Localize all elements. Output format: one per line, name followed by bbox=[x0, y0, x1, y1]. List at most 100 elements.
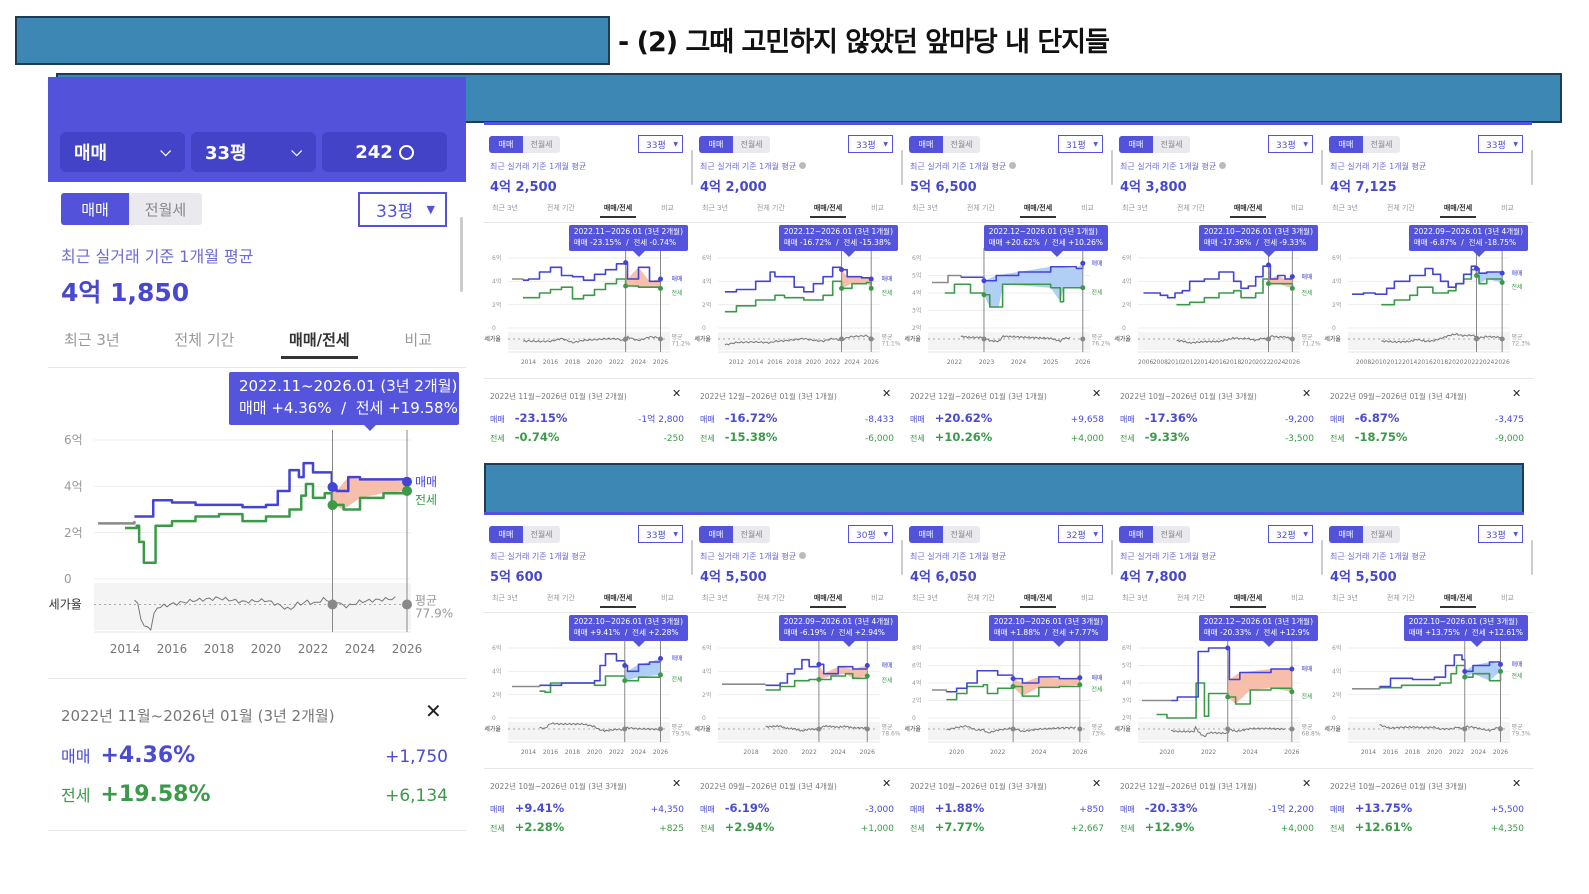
tab-all-period[interactable]: 전체 기간 bbox=[546, 594, 575, 602]
tab-compare[interactable]: 비교 bbox=[1081, 204, 1094, 212]
close-icon[interactable]: ✕ bbox=[1092, 387, 1102, 400]
price-chart[interactable]: 2억 3억 4억 5억 6억전세가율 2020 2022 2024 2026 매매전세평균68.8… bbox=[1114, 612, 1324, 762]
tab-sale-jeonse[interactable]: 매매/전세 bbox=[1019, 594, 1057, 608]
tab-sale[interactable]: 매매 bbox=[61, 193, 129, 225]
size-select[interactable]: 33평 ▼ bbox=[638, 525, 683, 543]
tab-rent[interactable]: 전월세 bbox=[1160, 140, 1183, 149]
tab-compare[interactable]: 비교 bbox=[661, 594, 674, 602]
tab-recent-3y[interactable]: 최근 3년 bbox=[64, 331, 120, 349]
size-select[interactable]: 32평 ▼ bbox=[1058, 525, 1103, 543]
price-chart[interactable]: 0 2억 4억 6억전세가율 2014 2016 2018 2020 2022 2024 2026 매… bbox=[1324, 612, 1534, 762]
scrollbar[interactable] bbox=[1111, 540, 1113, 575]
tab-compare[interactable]: 비교 bbox=[1291, 204, 1304, 212]
scrollbar[interactable] bbox=[460, 217, 463, 292]
tab-compare[interactable]: 비교 bbox=[871, 594, 884, 602]
scrollbar[interactable] bbox=[1321, 540, 1323, 575]
tab-recent-3y[interactable]: 최근 3년 bbox=[912, 594, 938, 602]
tab-rent[interactable]: 전월세 bbox=[740, 530, 763, 539]
tab-compare[interactable]: 비교 bbox=[1501, 204, 1514, 212]
scrollbar[interactable] bbox=[691, 540, 693, 575]
tab-all-period[interactable]: 전체 기간 bbox=[1176, 204, 1205, 212]
tab-all-period[interactable]: 전체 기간 bbox=[546, 204, 575, 212]
tab-recent-3y[interactable]: 최근 3년 bbox=[492, 594, 518, 602]
size-select[interactable]: 33평 ▼ bbox=[358, 192, 447, 227]
tab-compare[interactable]: 비교 bbox=[661, 204, 674, 212]
size-select[interactable]: 33평 ▼ bbox=[1478, 525, 1523, 543]
close-icon[interactable]: ✕ bbox=[882, 387, 892, 400]
close-icon[interactable]: ✕ bbox=[425, 699, 442, 723]
tab-rent[interactable]: 전월세 bbox=[144, 200, 187, 219]
price-chart[interactable]: 0 2억 4억 6억전세가율 2014 2016 2018 2020 2022 2024 2026 매… bbox=[484, 612, 694, 762]
price-chart[interactable]: 0 2억 4억 6억전세가율 2018 2020 2022 2024 2026 매매전세평균78.… bbox=[694, 612, 904, 762]
tab-all-period[interactable]: 전체 기간 bbox=[174, 331, 235, 349]
tab-rent[interactable]: 전월세 bbox=[1370, 140, 1393, 149]
tab-sale-jeonse[interactable]: 매매/전세 bbox=[1439, 204, 1477, 218]
tab-recent-3y[interactable]: 최근 3년 bbox=[1332, 594, 1358, 602]
tab-all-period[interactable]: 전체 기간 bbox=[756, 204, 785, 212]
close-icon[interactable]: ✕ bbox=[672, 777, 682, 790]
tab-rent[interactable]: 전월세 bbox=[950, 530, 973, 539]
size-select[interactable]: 31평 ▼ bbox=[1058, 135, 1103, 153]
tab-recent-3y[interactable]: 최근 3년 bbox=[492, 204, 518, 212]
tab-sale[interactable]: 매매 bbox=[489, 136, 523, 153]
tab-sale[interactable]: 매매 bbox=[909, 136, 943, 153]
scrollbar[interactable] bbox=[1321, 150, 1323, 185]
scrollbar[interactable] bbox=[691, 150, 693, 185]
scrollbar[interactable] bbox=[1531, 540, 1533, 575]
tab-sale-jeonse[interactable]: 매매/전세 bbox=[599, 204, 637, 218]
tab-recent-3y[interactable]: 최근 3년 bbox=[1122, 204, 1148, 212]
search-button[interactable]: 242 bbox=[322, 132, 447, 172]
tab-sale[interactable]: 매매 bbox=[1119, 136, 1153, 153]
tab-compare[interactable]: 비교 bbox=[1081, 594, 1094, 602]
price-chart[interactable]: 02억4억6억전세가율20082010201220142016201820202… bbox=[1324, 222, 1534, 372]
size-select[interactable]: 33평 ▼ bbox=[638, 135, 683, 153]
tab-sale[interactable]: 매매 bbox=[909, 526, 943, 543]
tab-recent-3y[interactable]: 최근 3년 bbox=[702, 204, 728, 212]
close-icon[interactable]: ✕ bbox=[1512, 387, 1522, 400]
tab-all-period[interactable]: 전체 기간 bbox=[1386, 594, 1415, 602]
tab-rent[interactable]: 전월세 bbox=[950, 140, 973, 149]
tab-sale[interactable]: 매매 bbox=[1329, 526, 1363, 543]
tab-sale[interactable]: 매매 bbox=[489, 526, 523, 543]
tab-compare[interactable]: 비교 bbox=[404, 331, 432, 349]
tab-recent-3y[interactable]: 최근 3년 bbox=[1332, 204, 1358, 212]
tab-recent-3y[interactable]: 최근 3년 bbox=[702, 594, 728, 602]
tab-all-period[interactable]: 전체 기간 bbox=[1176, 594, 1205, 602]
close-icon[interactable]: ✕ bbox=[882, 777, 892, 790]
close-icon[interactable]: ✕ bbox=[1092, 777, 1102, 790]
tab-recent-3y[interactable]: 최근 3년 bbox=[912, 204, 938, 212]
tab-sale[interactable]: 매매 bbox=[1119, 526, 1153, 543]
tab-rent[interactable]: 전월세 bbox=[530, 530, 553, 539]
price-chart[interactable]: 0 2억 4억 6억전세가율 2012 2014 2016 2018 2020 2022 2024 2… bbox=[694, 222, 904, 372]
tab-sale[interactable]: 매매 bbox=[1329, 136, 1363, 153]
tab-all-period[interactable]: 전체 기간 bbox=[756, 594, 785, 602]
trade-type-dropdown[interactable]: 매매 ⌵ bbox=[60, 132, 185, 172]
scrollbar[interactable] bbox=[901, 150, 903, 185]
close-icon[interactable]: ✕ bbox=[672, 387, 682, 400]
help-icon[interactable] bbox=[798, 162, 806, 169]
tab-compare[interactable]: 비교 bbox=[1501, 594, 1514, 602]
price-chart[interactable]: 2억 3억 4억 5억 6억전세가율 2022 2023 2024 2025 2026 매매전세평균… bbox=[904, 222, 1114, 372]
price-chart[interactable]: 0 2억 4억 6억전세가율 2014 2016 2018 2020 2022 2024 2026 매… bbox=[484, 222, 694, 372]
size-dropdown[interactable]: 33평 ⌵ bbox=[191, 132, 316, 172]
tab-all-period[interactable]: 전체 기간 bbox=[966, 594, 995, 602]
size-select[interactable]: 30평 ▼ bbox=[848, 525, 893, 543]
tab-all-period[interactable]: 전체 기간 bbox=[1386, 204, 1415, 212]
close-icon[interactable]: ✕ bbox=[1512, 777, 1522, 790]
tab-rent[interactable]: 전월세 bbox=[1370, 530, 1393, 539]
tab-sale-jeonse[interactable]: 매매/전세 bbox=[809, 204, 847, 218]
close-icon[interactable]: ✕ bbox=[1302, 387, 1312, 400]
help-icon[interactable] bbox=[1008, 162, 1016, 169]
size-select[interactable]: 32평 ▼ bbox=[1268, 525, 1313, 543]
scrollbar[interactable] bbox=[1111, 150, 1113, 185]
tab-sale-jeonse[interactable]: 매매/전세 bbox=[1229, 594, 1267, 608]
tab-sale-jeonse[interactable]: 매매/전세 bbox=[1019, 204, 1057, 218]
tab-recent-3y[interactable]: 최근 3년 bbox=[1122, 594, 1148, 602]
tab-rent[interactable]: 전월세 bbox=[740, 140, 763, 149]
size-select[interactable]: 33평 ▼ bbox=[848, 135, 893, 153]
help-icon[interactable] bbox=[798, 552, 806, 559]
price-chart[interactable]: 0 2억 4억 6억전세가율 2014 2016 2018 2020 2022 2024 2026 매… bbox=[48, 370, 466, 670]
tab-sale-jeonse[interactable]: 매매/전세 bbox=[599, 594, 637, 608]
tab-sale-jeonse[interactable]: 매매/전세 bbox=[1439, 594, 1477, 608]
